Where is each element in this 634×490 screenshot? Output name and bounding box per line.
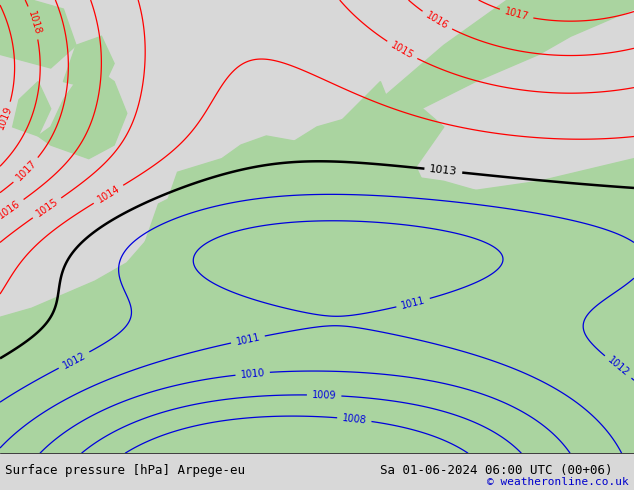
Polygon shape: [393, 159, 634, 340]
Text: 1011: 1011: [400, 295, 426, 311]
Text: 1015: 1015: [389, 40, 415, 61]
Text: 1016: 1016: [424, 10, 450, 31]
Polygon shape: [0, 294, 139, 453]
Polygon shape: [127, 159, 304, 294]
Polygon shape: [349, 0, 634, 127]
Text: 1010: 1010: [240, 368, 265, 380]
Text: 1012: 1012: [61, 350, 87, 370]
Polygon shape: [0, 136, 634, 453]
Text: 1016: 1016: [0, 198, 22, 220]
Text: Sa 01-06-2024 06:00 UTC (00+06): Sa 01-06-2024 06:00 UTC (00+06): [380, 464, 613, 477]
Text: © weatheronline.co.uk: © weatheronline.co.uk: [487, 477, 629, 487]
Text: 1009: 1009: [312, 390, 337, 401]
Polygon shape: [13, 82, 51, 136]
Text: 1011: 1011: [235, 332, 261, 347]
Text: 1018: 1018: [25, 10, 42, 36]
Polygon shape: [63, 36, 114, 91]
Text: 1015: 1015: [34, 197, 60, 219]
Polygon shape: [0, 0, 76, 68]
Text: 1017: 1017: [14, 158, 39, 183]
Polygon shape: [38, 68, 127, 159]
Text: 1017: 1017: [503, 6, 529, 22]
Text: 1013: 1013: [429, 164, 458, 177]
Text: 1012: 1012: [605, 355, 631, 379]
Polygon shape: [317, 82, 393, 145]
Text: 1008: 1008: [342, 413, 367, 426]
Text: 1019: 1019: [0, 105, 14, 131]
Polygon shape: [266, 99, 444, 172]
Polygon shape: [266, 145, 444, 294]
Text: Surface pressure [hPa] Arpege-eu: Surface pressure [hPa] Arpege-eu: [5, 464, 245, 477]
Polygon shape: [0, 417, 634, 453]
Text: 1014: 1014: [95, 184, 122, 205]
